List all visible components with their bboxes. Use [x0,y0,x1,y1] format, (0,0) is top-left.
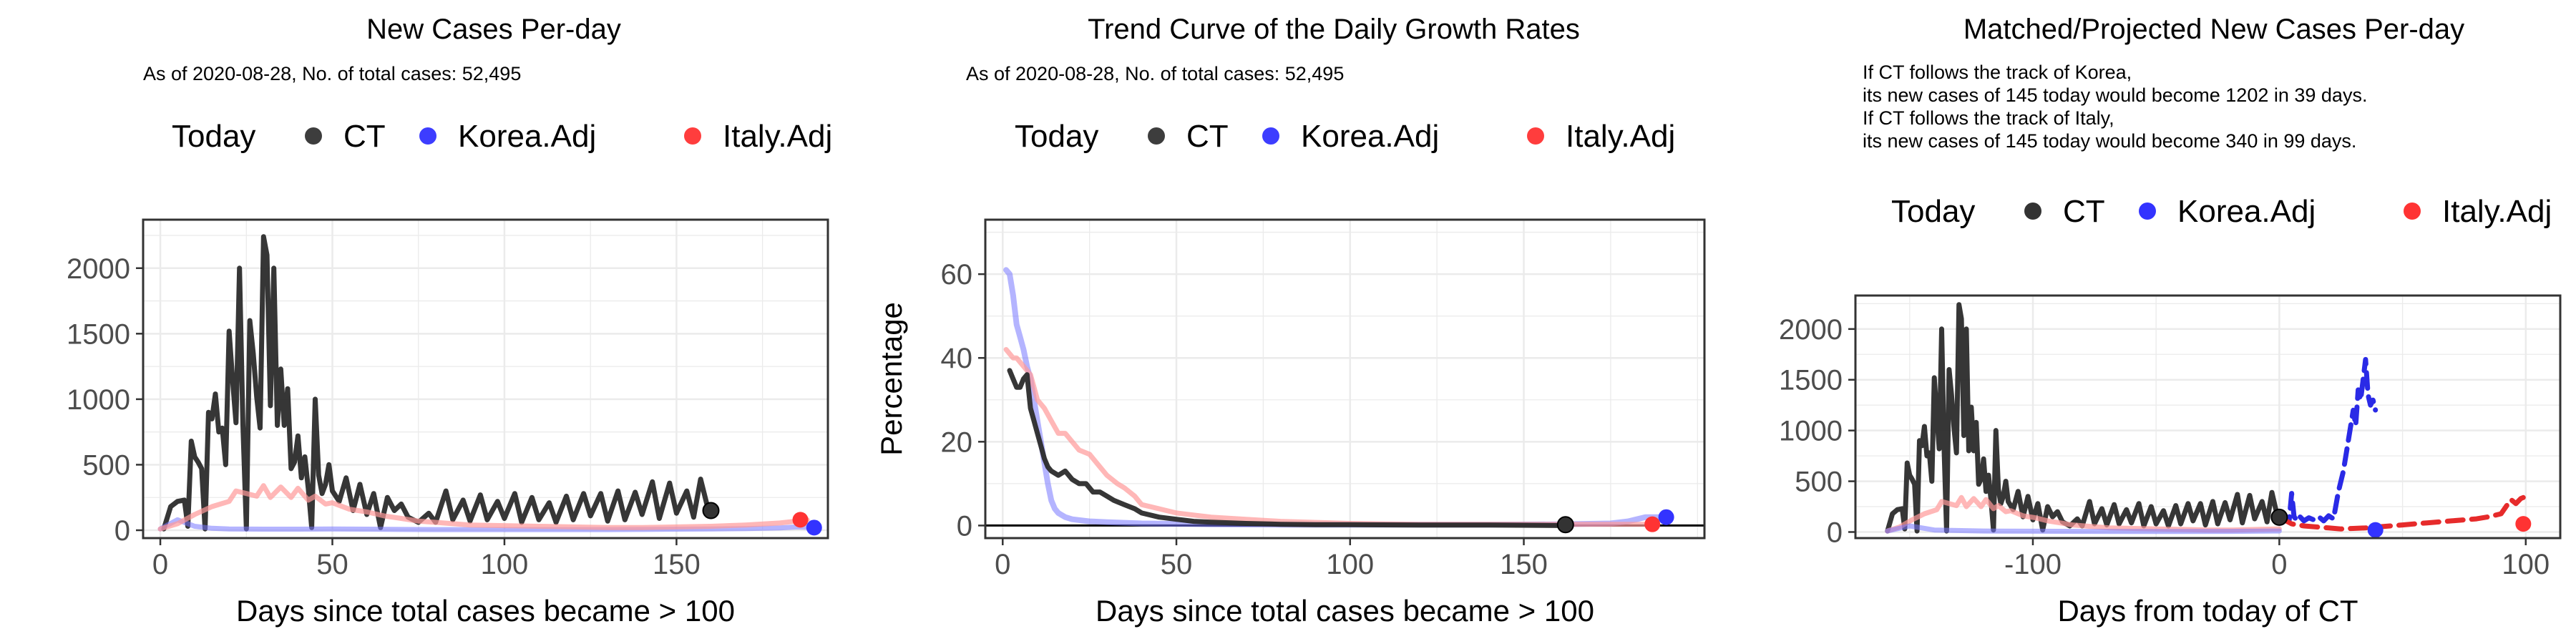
y-tick-label: 20 [941,426,973,458]
y-tick-label: 0 [957,510,972,542]
legend: Today CT Korea.Adj Italy.Adj [1015,119,1675,154]
chart-subtitle: its new cases of 145 today would become … [1863,130,2356,152]
series-line-italy-adj [1885,494,2282,534]
x-tick-label: 0 [152,549,168,580]
legend-label-italy-adj: Italy.Adj [2442,194,2552,229]
legend-key-italy-adj [2404,203,2421,220]
legend-label-italy-adj: Italy.Adj [723,119,832,154]
legend-key-italy-adj [684,127,701,145]
today-point-ct [702,502,720,519]
chart-title: Matched/Projected New Cases Per-day [1963,14,2464,45]
legend-label-ct: CT [2063,194,2105,229]
today-point-italy-adj [792,512,809,528]
x-axis-label: Days since total cases became > 100 [236,594,735,628]
chart-title: New Cases Per-day [366,14,621,45]
y-tick-label: 1000 [67,384,130,416]
series-line-ct [161,234,713,532]
series-line-korea-adj [157,517,817,532]
y-tick-label: 500 [1795,467,1843,498]
legend-key-korea-adj [419,127,436,145]
x-axis-label: Days since total cases became > 100 [1096,594,1594,628]
legend-key-ct [2024,203,2041,220]
series-lines [1003,267,1666,528]
series-line-korea-adj [1003,267,1666,528]
chart-subtitle: If CT follows the track of Korea, [1863,62,2132,83]
x-tick-label: -100 [2004,549,2062,580]
chart-subtitle: If CT follows the track of Italy, [1863,107,2114,129]
series-line-korea-adj-projection [2276,356,2379,524]
panel-border [984,218,1706,540]
legend-key-korea-adj [2139,203,2156,220]
x-tick-label: 50 [1161,549,1193,580]
x-tick-label: 0 [995,549,1010,580]
y-tick-label: 1000 [1779,416,1843,447]
today-point-italy-adj [1644,516,1661,532]
legend-key-korea-adj [1262,127,1279,145]
series-lines [157,234,817,532]
chart-subtitle: As of 2020-08-28, No. of total cases: 52… [966,63,1344,84]
series-lines [1885,302,2526,535]
x-tick-label: 150 [653,549,701,580]
y-tick-label: 1500 [67,318,130,350]
y-tick-label: 2000 [1779,314,1843,346]
legend-key-italy-adj [1527,127,1544,145]
today-point-ct [1556,516,1574,534]
legend-label-italy-adj: Italy.Adj [1566,119,1675,154]
series-line-ct [1007,368,1561,528]
legend-label-korea-adj: Korea.Adj [2177,194,2316,229]
chart-subtitle: As of 2020-08-28, No. of total cases: 52… [143,63,521,84]
today-point-korea-adj [1658,509,1674,525]
chart-subtitle: its new cases of 145 today would become … [1863,84,2367,106]
x-tick-label: 100 [2502,549,2550,580]
legend: Today CT Korea.Adj Italy.Adj [172,119,832,154]
legend-title: Today [1891,194,1975,229]
legend-label-korea-adj: Korea.Adj [458,119,596,154]
today-point-korea-adj [2367,522,2384,538]
series-line-ct [1885,302,2282,534]
y-tick-label: 500 [82,449,130,481]
y-tick-label: 0 [1827,517,1843,548]
legend-key-ct [1148,127,1165,145]
grid [143,220,828,538]
series-line-italy-adj [1003,347,1652,527]
today-point-italy-adj [2515,516,2532,532]
legend-label-ct: CT [343,119,386,154]
x-tick-label: 100 [1326,549,1374,580]
today-point-korea-adj [806,519,822,536]
chart-panel-3: Matched/Projected New Cases Per-day If CT… [1779,14,2562,628]
x-axis-label: Days from today of CT [2057,594,2358,628]
y-tick-label: 0 [114,515,130,547]
chart-panel-1: New Cases Per-day As of 2020-08-28, No. o… [67,14,832,628]
legend-title: Today [1015,119,1098,154]
series-line-italy-adj [157,483,810,532]
legend-label-korea-adj: Korea.Adj [1301,119,1439,154]
y-axis-label: Percentage [874,302,908,456]
x-tick-label: 0 [2271,549,2287,580]
today-point-ct [2270,508,2288,526]
panel-border [142,218,829,540]
series-line-korea-adj [1885,523,2282,535]
legend-key-ct [305,127,322,145]
panel-border [1854,294,2562,540]
y-tick-label: 60 [941,259,973,291]
legend: Today CT Korea.Adj Italy.Adj [1891,194,2552,229]
legend-title: Today [172,119,255,154]
x-tick-label: 100 [481,549,529,580]
x-tick-label: 150 [1500,549,1548,580]
y-tick-label: 2000 [67,253,130,285]
x-tick-label: 50 [316,549,348,580]
chart-title: Trend Curve of the Daily Growth Rates [1088,14,1580,45]
chart-panel-2: Trend Curve of the Daily Growth Rates As … [874,14,1706,628]
legend-label-ct: CT [1186,119,1229,154]
y-tick-label: 1500 [1779,365,1843,396]
series-line-italy-adj-projection [2276,494,2526,532]
y-tick-label: 40 [941,343,973,374]
